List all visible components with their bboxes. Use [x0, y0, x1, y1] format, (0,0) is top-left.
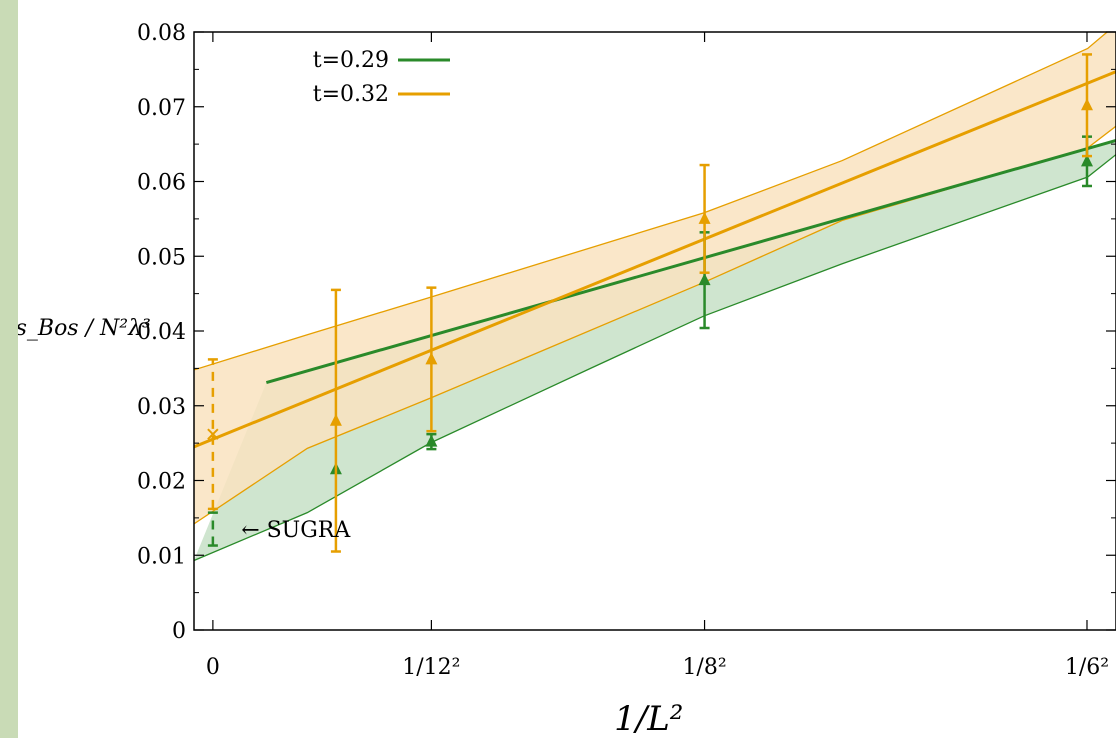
x-axis-label: 1/L²	[614, 699, 683, 738]
x-tick-label: 1/8²	[682, 655, 726, 680]
series1-marker1	[425, 352, 438, 365]
y-tick-label: 0.01	[137, 544, 186, 569]
y-tick-label: 0.05	[137, 245, 186, 270]
annotation-sugra: ← SUGRA	[241, 518, 351, 543]
x-tick-label: 1/6²	[1065, 655, 1109, 680]
y-tick-label: 0.06	[137, 171, 186, 196]
legend: t=0.29 t=0.32	[313, 48, 450, 107]
y-tick-label: 0	[172, 619, 186, 644]
series0-marker1	[425, 434, 438, 447]
series0-marker2	[698, 273, 711, 286]
series1-marker3	[1080, 98, 1093, 111]
band-lower-edge-0	[194, 154, 1116, 562]
series1-marker2	[698, 211, 711, 224]
legend-label-1: t=0.32	[313, 82, 389, 107]
axis-ticks: 0 0.01 0.02 0.03 0.04 0.05 0.06 0.07 0.08 0 1/12² 1…	[137, 21, 1116, 680]
fit-line-0	[265, 138, 1116, 385]
x-tick-label: 1/12²	[402, 655, 460, 680]
series1-marker0	[329, 413, 342, 426]
legend-label-0: t=0.29	[313, 48, 389, 73]
fit-line-1	[194, 70, 1116, 449]
y-axis-label: −s_Bos / N²λ³	[18, 316, 151, 341]
fit-lines	[194, 70, 1116, 449]
data-points: ← SUGRA	[207, 53, 1093, 553]
y-tick-label: 0.08	[137, 21, 186, 46]
extrapolated-cross-b	[207, 428, 219, 440]
x-tick-label: 0	[206, 655, 220, 680]
chart-area: ← SUGRA 0 0.01 0.02 0.03 0.04 0.05 0.06 0.07 0.0…	[18, 0, 1116, 738]
axis-labels: 1/L² −s_Bos / N²λ³	[18, 316, 683, 738]
y-tick-label: 0.07	[137, 96, 186, 121]
series0-marker3	[1080, 154, 1093, 167]
chart-svg: ← SUGRA 0 0.01 0.02 0.03 0.04 0.05 0.06 0.07 0.0…	[18, 21, 1116, 738]
band-1	[194, 32, 1116, 524]
y-tick-label: 0.03	[137, 395, 186, 420]
y-tick-label: 0.04	[137, 320, 186, 345]
y-tick-label: 0.02	[137, 470, 186, 495]
band-0	[194, 140, 1116, 561]
